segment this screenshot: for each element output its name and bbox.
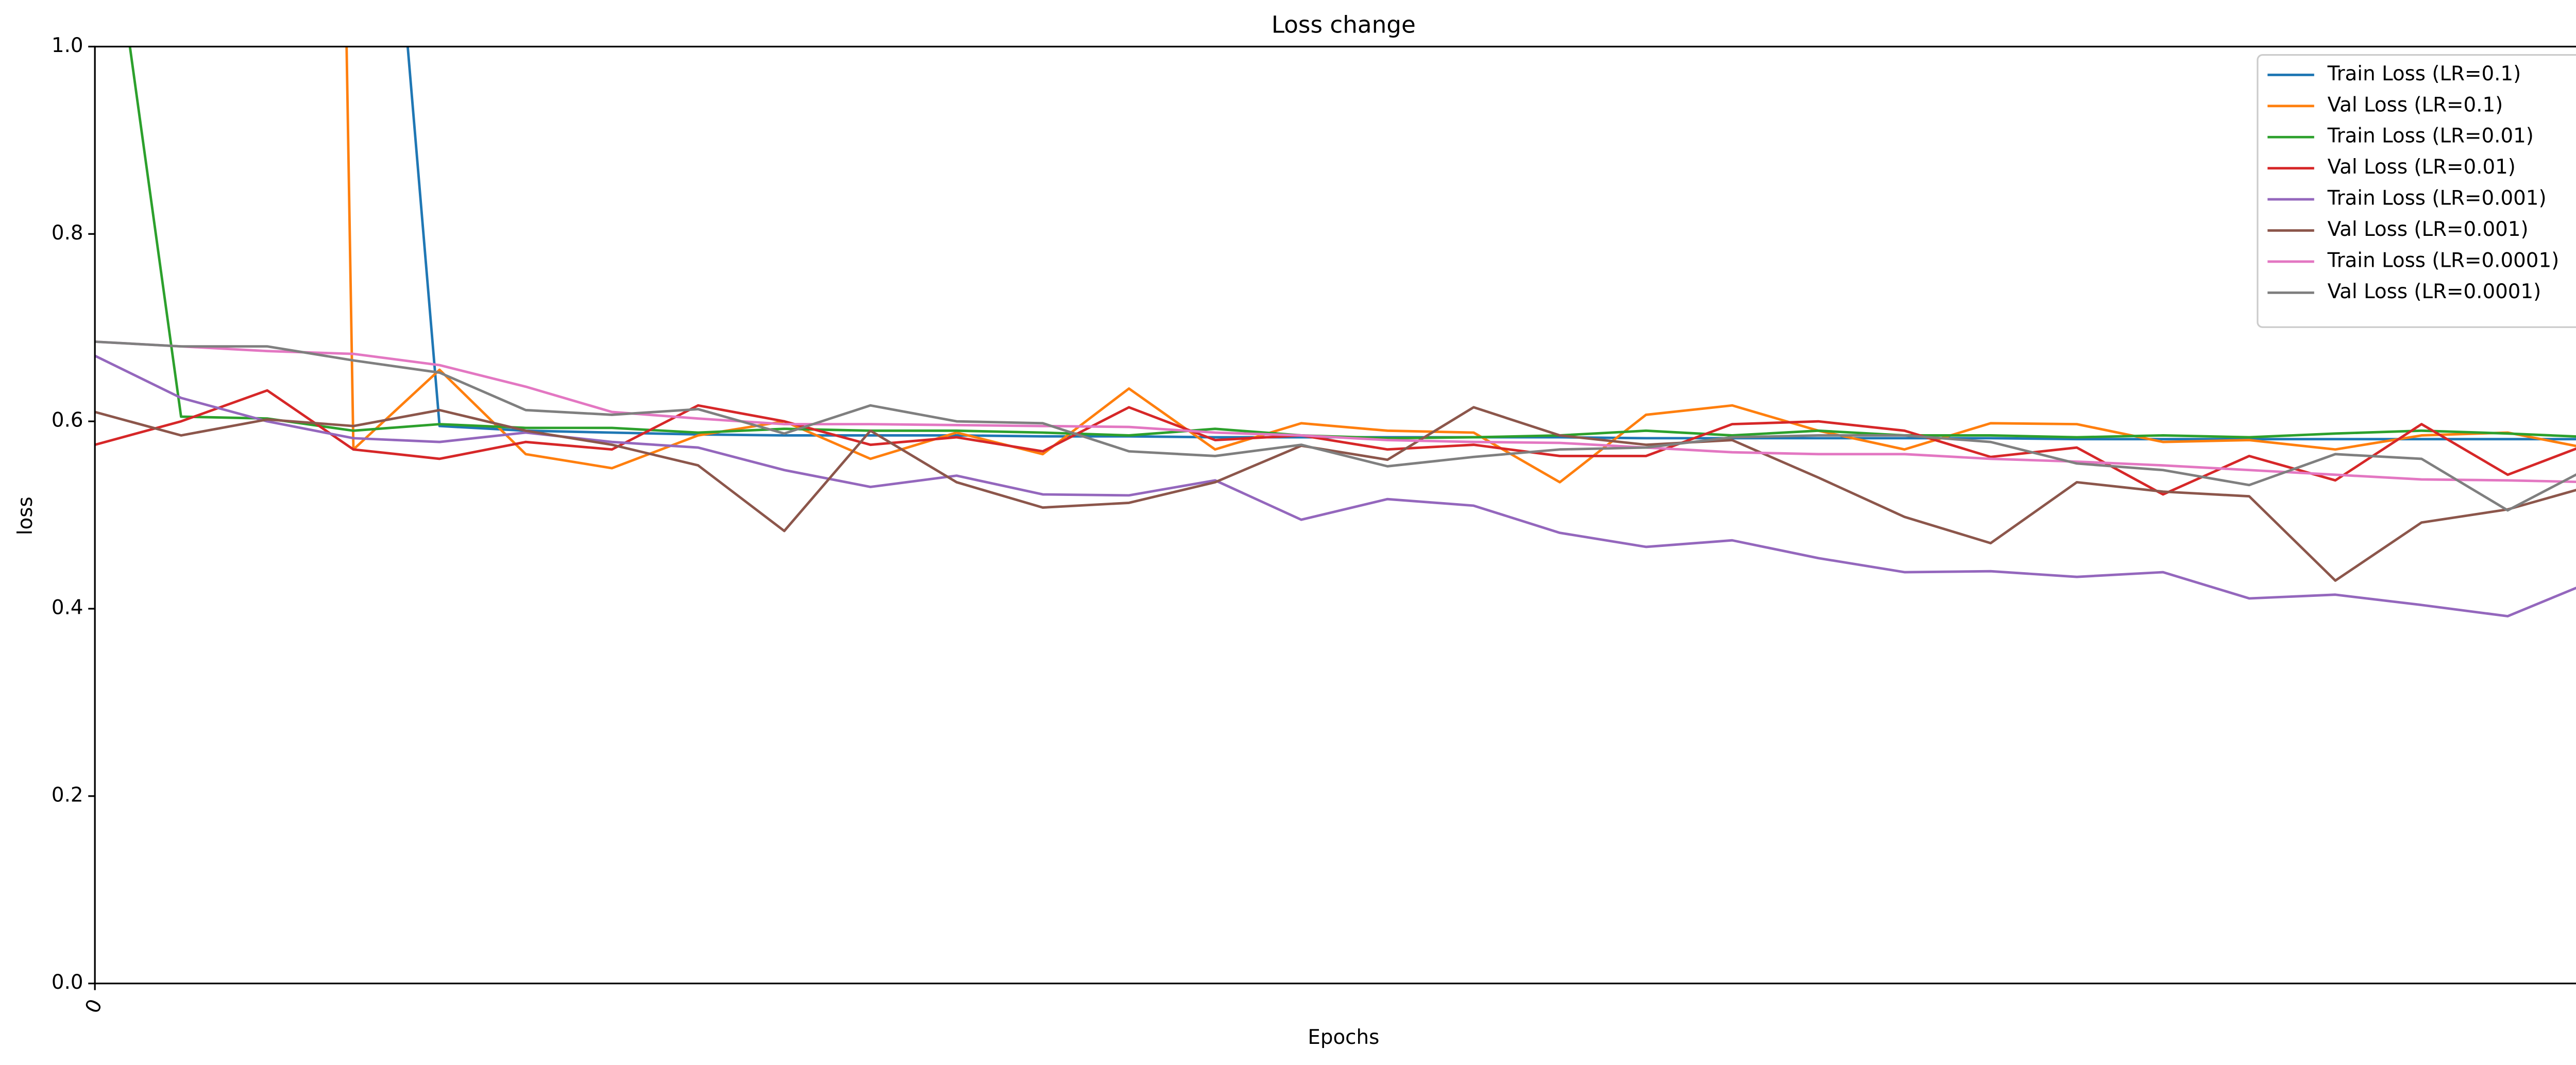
y-tick-label: 0.2 (52, 783, 83, 806)
y-tick-label: 0.4 (52, 596, 83, 619)
legend: Train Loss (LR=0.1) Val Loss (LR=0.1) Trai… (2257, 54, 2576, 328)
y-tick-label: 0.8 (52, 221, 83, 245)
legend-label: Train Loss (LR=0.1) (2327, 62, 2521, 85)
legend-label: Val Loss (LR=0.0001) (2328, 280, 2541, 303)
series-line (95, 389, 2576, 496)
y-tick-label: 0.6 (52, 409, 83, 432)
legend-label: Train Loss (LR=0.0001) (2327, 249, 2560, 272)
legend-label: Val Loss (LR=0.01) (2328, 156, 2516, 179)
legend-label: Train Loss (LR=0.001) (2327, 187, 2547, 210)
y-tick-label: 1.0 (52, 34, 83, 57)
x-axis-label: Epochs (1308, 1026, 1379, 1049)
y-axis-label: loss (14, 496, 37, 535)
series-line (95, 354, 2576, 617)
y-tick-label: 0.0 (52, 971, 83, 994)
legend-label: Val Loss (LR=0.001) (2328, 218, 2529, 241)
legend-label: Train Loss (LR=0.01) (2327, 125, 2534, 148)
series-line (95, 340, 2576, 512)
chart-title: Loss change (1272, 11, 1416, 39)
legend-label: Val Loss (LR=0.1) (2328, 93, 2503, 116)
series-line (95, 340, 2576, 484)
plot-area (95, 46, 2576, 617)
plot-frame (94, 45, 2576, 985)
series-line (345, 46, 2576, 484)
series-line (95, 406, 2576, 582)
legend-box (2257, 54, 2576, 328)
